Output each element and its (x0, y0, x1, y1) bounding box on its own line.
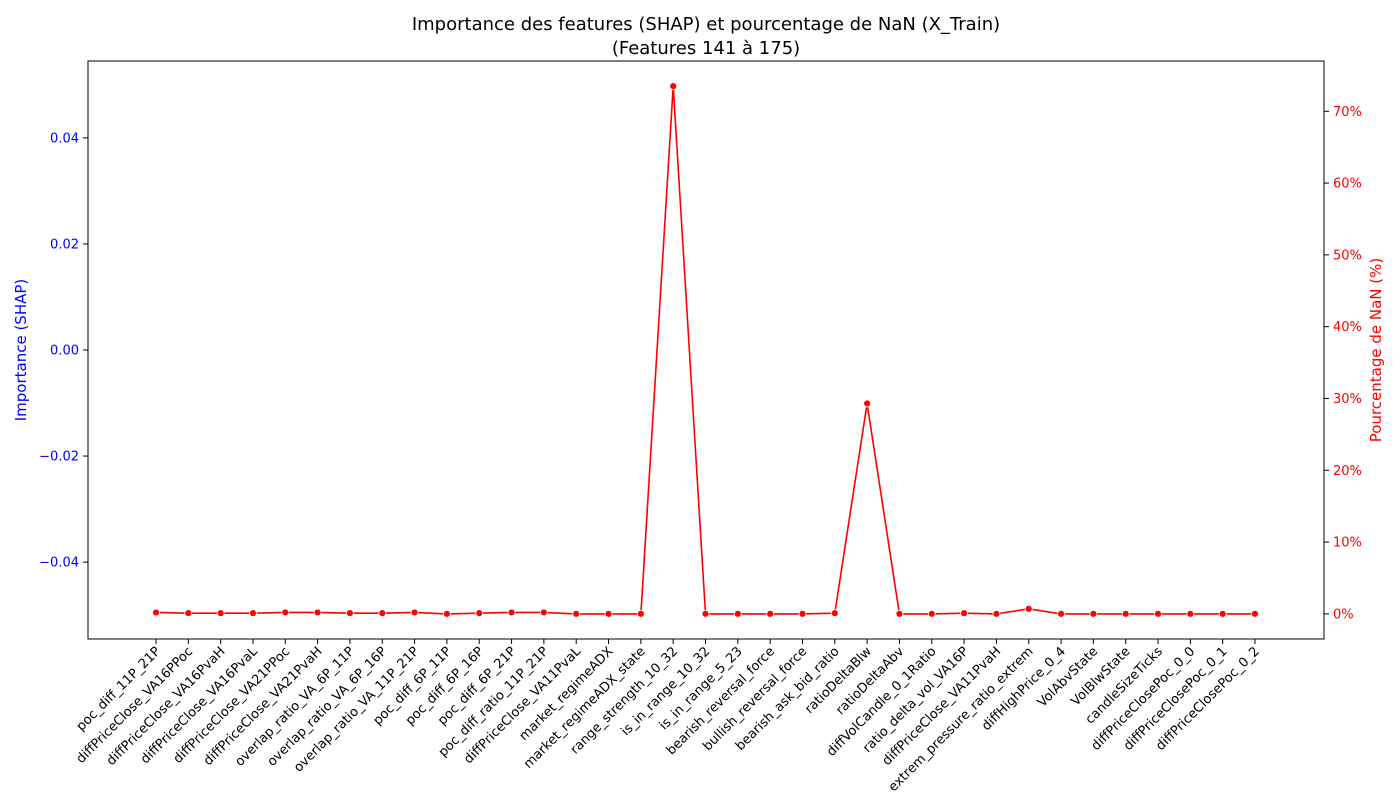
left-tick-label: 0.02 (50, 237, 79, 252)
left-tick-label: 0.04 (50, 131, 79, 146)
data-point (1251, 609, 1259, 618)
data-point (1089, 609, 1098, 618)
right-tick-label: 30% (1333, 392, 1362, 407)
data-point (636, 609, 645, 618)
right-tick-label: 0% (1333, 607, 1354, 622)
data-point (281, 608, 290, 617)
data-point (410, 608, 419, 617)
data-point (830, 609, 839, 618)
right-tick-label: 60% (1333, 177, 1362, 192)
y-axis-left-label: Importance (SHAP) (12, 279, 30, 422)
data-point (1154, 609, 1162, 618)
data-point (669, 82, 678, 91)
data-point (1186, 609, 1195, 618)
data-point (960, 609, 968, 618)
right-tick-label: 20% (1333, 464, 1362, 479)
data-point (539, 608, 548, 617)
data-point (701, 609, 710, 618)
data-point (346, 609, 354, 618)
data-point (475, 609, 484, 618)
y-axis-right-label: Pourcentage de NaN (%) (1367, 258, 1385, 442)
data-point (1024, 604, 1033, 613)
data-point (863, 399, 872, 408)
right-axis-ticks: 0% 10% 20% 30% 40% 50% 60% 70% (1324, 105, 1362, 622)
data-point (798, 609, 807, 618)
data-point (604, 609, 613, 618)
right-tick-label: 50% (1333, 248, 1362, 263)
data-point (443, 609, 451, 618)
data-point (184, 609, 193, 618)
data-point (1218, 609, 1227, 618)
data-point (733, 609, 742, 618)
left-tick-label: 0.00 (50, 344, 79, 359)
right-tick-label: 40% (1333, 320, 1362, 335)
chart-subtitle: (Features 141 à 175) (612, 38, 800, 59)
data-point (992, 609, 1001, 618)
series-layer (152, 82, 1259, 618)
data-point (152, 608, 160, 617)
right-tick-label: 70% (1333, 105, 1362, 120)
data-point (216, 609, 225, 618)
data-point (313, 608, 322, 617)
data-point (572, 609, 581, 618)
left-tick-label: −0.04 (39, 556, 79, 571)
data-point (927, 609, 936, 618)
chart-title: Importance des features (SHAP) et pource… (412, 14, 1000, 35)
data-point (507, 608, 516, 617)
data-point (249, 609, 257, 618)
data-point (895, 609, 904, 618)
data-point (1121, 609, 1130, 618)
left-tick-label: −0.02 (39, 450, 79, 465)
right-tick-label: 10% (1333, 536, 1362, 551)
left-axis-ticks: −0.04 −0.02 0.00 0.02 0.04 (39, 131, 88, 571)
data-point (766, 609, 775, 618)
data-point (378, 609, 387, 618)
data-point (1057, 609, 1065, 618)
